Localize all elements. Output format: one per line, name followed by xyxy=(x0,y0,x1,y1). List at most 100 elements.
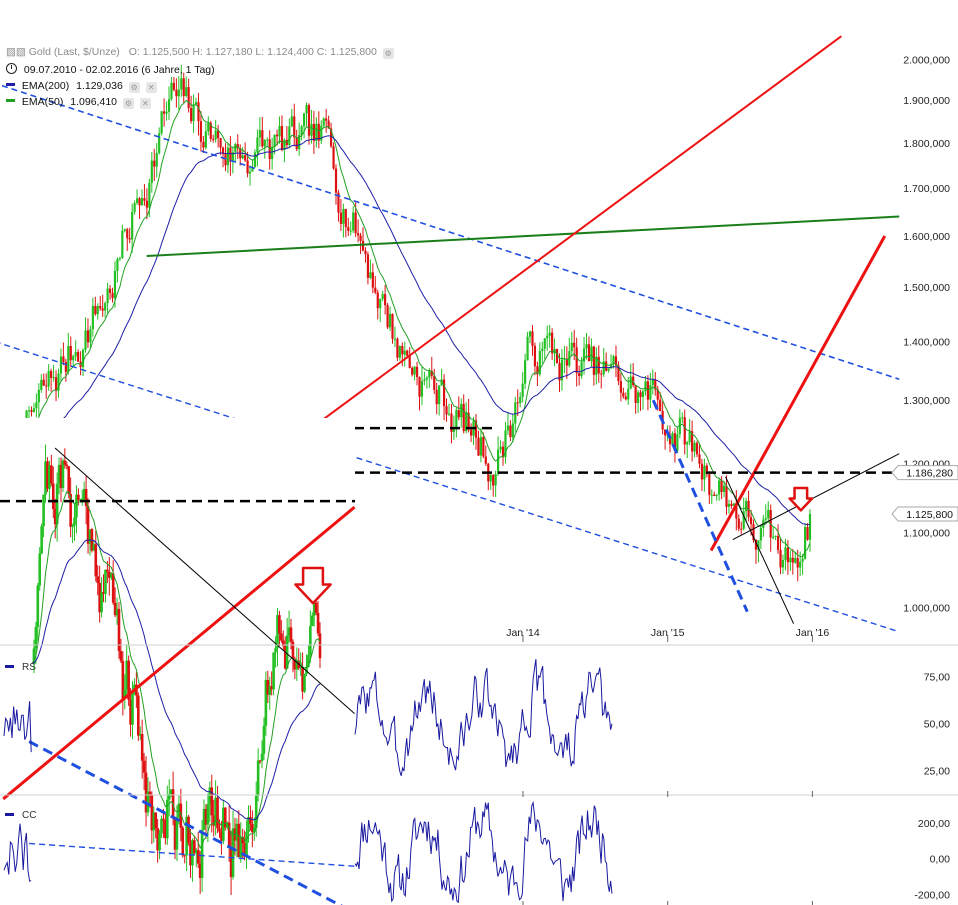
candle-body xyxy=(668,434,672,445)
ema50-settings-icon[interactable]: ⚙ xyxy=(122,98,134,109)
candle-body xyxy=(528,331,532,337)
inset-candle-body xyxy=(225,822,229,828)
candle-body xyxy=(799,561,802,568)
candle-body xyxy=(138,198,141,206)
candle-body xyxy=(293,116,296,138)
candle-body xyxy=(332,146,335,169)
candle-body xyxy=(32,408,36,412)
candle-body xyxy=(565,358,568,366)
candle-body xyxy=(347,227,350,231)
candle-body xyxy=(204,131,207,148)
inset-candle-body xyxy=(150,794,154,831)
ema50-close-icon[interactable]: ✕ xyxy=(139,98,151,109)
settings-icon[interactable]: ⚙ xyxy=(382,48,394,59)
candle-body xyxy=(199,121,203,142)
candle-body xyxy=(411,367,414,375)
candle-body xyxy=(614,356,618,366)
ema200-close-icon[interactable]: ✕ xyxy=(145,82,157,93)
candle-body xyxy=(197,102,200,122)
inset-candle-body xyxy=(198,863,202,878)
inset-candle-body xyxy=(77,494,80,501)
candle-body xyxy=(143,198,146,201)
candle-body xyxy=(133,203,136,212)
candle-body xyxy=(271,146,274,159)
candle-body xyxy=(91,305,94,330)
inset-candle-body xyxy=(299,667,302,669)
candle-body xyxy=(190,108,193,122)
candle-body xyxy=(492,475,495,486)
candle-body xyxy=(57,373,60,391)
candle-body xyxy=(482,437,485,457)
black-falling-line xyxy=(725,476,795,624)
candle-body xyxy=(754,540,758,550)
candle-body xyxy=(273,134,276,147)
inset-candle-body xyxy=(69,493,72,527)
inset-candle-body xyxy=(36,585,40,627)
instrument-row: ▧▧ Gold (Last, $/Unze) O: 1.125,500 H: 1… xyxy=(6,46,394,59)
ema200-settings-icon[interactable]: ⚙ xyxy=(128,82,140,93)
candle-body xyxy=(118,258,121,260)
inset-candle-body xyxy=(229,848,233,878)
candle-body xyxy=(509,425,512,438)
inset-candle-body xyxy=(283,645,287,669)
candle-body xyxy=(288,126,291,145)
candle-body xyxy=(538,350,541,375)
candle-body xyxy=(371,272,374,288)
candle-body xyxy=(268,139,271,159)
inset-candle-body xyxy=(196,849,200,864)
candle-body xyxy=(806,527,809,540)
candle-body xyxy=(256,137,259,153)
inset-candle-body xyxy=(220,831,223,841)
candle-body xyxy=(727,503,731,507)
inset-candle-body xyxy=(40,526,43,554)
inset-candle-body xyxy=(144,772,148,813)
candle-body xyxy=(101,308,104,311)
candle-body xyxy=(111,292,114,299)
candle-body xyxy=(700,463,704,480)
candle-body xyxy=(732,503,735,506)
candle-body xyxy=(710,494,713,496)
candle-body xyxy=(587,344,591,362)
candle-body xyxy=(108,288,112,293)
candle-body xyxy=(401,345,404,355)
price-tick-label: 1.500,000 xyxy=(903,282,950,294)
inset-candle-body xyxy=(316,612,320,634)
candle-body xyxy=(551,332,554,354)
candle-body xyxy=(479,437,483,456)
inset-candle-body xyxy=(80,498,84,500)
candle-body xyxy=(558,363,561,381)
candle-body xyxy=(784,547,787,561)
candle-body xyxy=(641,391,645,398)
candle-body xyxy=(246,160,249,174)
candle-body xyxy=(64,361,67,372)
inset-candle-body xyxy=(318,633,322,659)
inset-candle-body xyxy=(262,725,266,754)
ema200-line xyxy=(1,135,811,526)
candle-body xyxy=(636,392,640,403)
candle-body xyxy=(352,212,355,231)
candle-body xyxy=(789,557,792,563)
candle-body xyxy=(786,547,789,563)
inset-candle-body xyxy=(127,660,130,700)
price-tick-label: 1.800,000 xyxy=(903,138,950,150)
candle-body xyxy=(406,350,409,356)
inset-ema200-line xyxy=(31,539,321,821)
candle-body xyxy=(681,417,684,419)
candle-body xyxy=(722,485,726,493)
candle-body xyxy=(489,475,492,482)
candle-body xyxy=(403,350,406,355)
cci-tick-label: -200,00 xyxy=(914,889,950,901)
inset-candle-body xyxy=(119,651,123,661)
inset-candle-body xyxy=(268,686,272,695)
ema50-swatch xyxy=(6,99,15,102)
candle-body xyxy=(84,330,87,350)
inset-candle-body xyxy=(140,733,144,761)
candle-body xyxy=(320,125,323,141)
candle-body xyxy=(602,361,605,375)
candle-body xyxy=(428,370,431,378)
candle-body xyxy=(634,385,637,403)
candle-body xyxy=(219,138,222,148)
badge-label: 1.186,280 xyxy=(906,468,953,480)
candle-body xyxy=(128,238,131,240)
inset-candle-body xyxy=(291,641,295,659)
